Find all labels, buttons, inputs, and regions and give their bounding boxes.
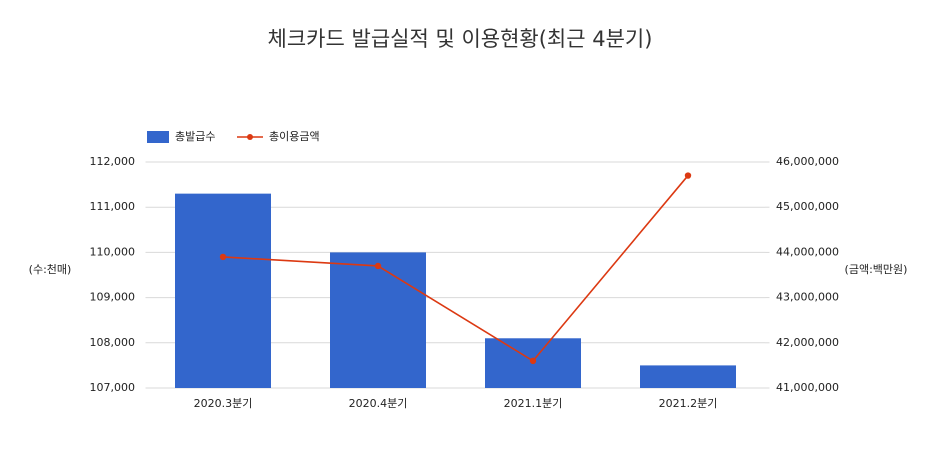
x-tick-label: 2021.1분기 [504, 397, 563, 410]
line-point [529, 357, 537, 365]
y2-axis-label: (금액:백만원) [845, 263, 908, 276]
line-point [374, 262, 382, 270]
y-tick-label: 112,000 [90, 155, 136, 168]
y2-tick-label: 43,000,000 [776, 291, 839, 304]
y2-tick-label: 46,000,000 [776, 155, 839, 168]
x-tick-label: 2021.2분기 [659, 397, 718, 410]
y2-tick-label: 45,000,000 [776, 200, 839, 213]
bar [175, 193, 271, 388]
bar [330, 252, 426, 388]
line [222, 175, 689, 362]
chart-title: 체크카드 발급실적 및 이용현황(최근 4분기) [268, 27, 653, 51]
line-point [684, 172, 692, 179]
bar [640, 365, 736, 388]
y-tick-label: 107,000 [90, 381, 136, 394]
x-tick-label: 2020.4분기 [349, 397, 408, 410]
y2-tick-label: 42,000,000 [776, 336, 839, 349]
y-axis-label: (수:천매) [29, 262, 72, 276]
line-point [219, 253, 227, 261]
y2-tick-label: 41,000,000 [776, 381, 839, 394]
x-tick-label: 2020.3분기 [194, 397, 253, 410]
legend-swatch [147, 131, 169, 143]
y-tick-label: 108,000 [90, 336, 136, 349]
y-tick-label: 110,000 [90, 245, 136, 258]
y-tick-label: 109,000 [90, 291, 136, 304]
legend-swatch-dot [247, 134, 253, 140]
legend-label: 총이용금액 [269, 130, 320, 143]
y2-tick-label: 44,000,000 [776, 245, 839, 258]
legend-label: 총발급수 [175, 130, 215, 143]
y-tick-label: 111,000 [90, 200, 136, 213]
